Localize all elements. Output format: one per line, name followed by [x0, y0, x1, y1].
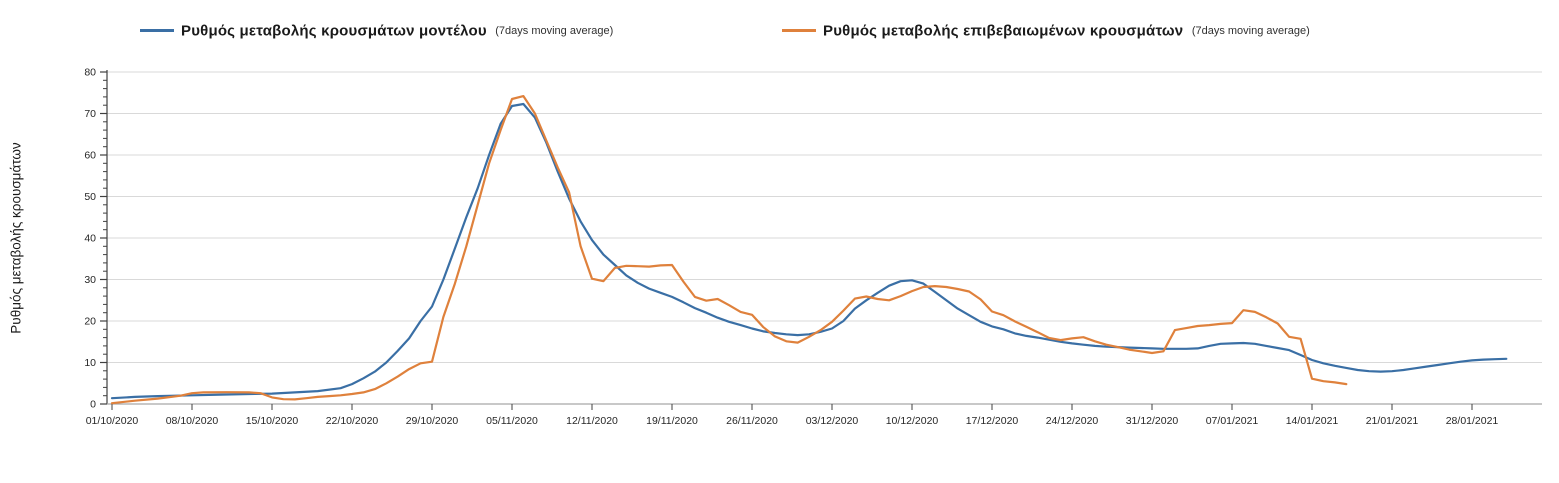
legend-suffix-confirmed: (7days moving average)	[1191, 24, 1310, 37]
y-tick-label: 50	[84, 191, 96, 203]
y-tick-label: 10	[84, 357, 96, 369]
y-tick-label: 30	[84, 274, 96, 286]
x-tick-label: 12/11/2020	[566, 415, 618, 427]
legend-suffix-model: (7days moving average)	[495, 24, 614, 37]
legend-item-confirmed: Ρυθμός μεταβολής επιβεβαιωμένων κρουσμάτ…	[782, 22, 1310, 40]
legend-label-confirmed: Ρυθμός μεταβολής επιβεβαιωμένων κρουσμάτ…	[823, 22, 1184, 40]
x-tick-label: 24/12/2020	[1046, 415, 1099, 427]
x-tick-label: 08/10/2020	[166, 415, 219, 427]
x-tick-label: 19/11/2020	[646, 415, 698, 427]
x-tick-label: 03/12/2020	[806, 415, 859, 427]
y-tick-label: 0	[90, 399, 96, 411]
x-tick-label: 07/01/2021	[1206, 415, 1259, 427]
y-tick-label: 20	[84, 316, 96, 328]
series-line-confirmed	[110, 94, 1348, 405]
x-tick-label: 21/01/2021	[1366, 415, 1419, 427]
legend-line-swatch-model	[140, 29, 174, 33]
x-tick-label: 22/10/2020	[326, 415, 379, 427]
y-tick-label: 40	[84, 233, 96, 245]
y-tick-label: 60	[84, 150, 96, 162]
y-tick-label: 70	[84, 108, 96, 120]
x-tick-label: 05/11/2020	[486, 415, 538, 427]
x-tick-label: 10/12/2020	[886, 415, 939, 427]
legend-label-model: Ρυθμός μεταβολής κρουσμάτων μοντέλου	[181, 22, 487, 40]
series-line-model	[110, 102, 1508, 400]
x-tick-label: 26/11/2020	[726, 415, 778, 427]
x-tick-label: 01/10/2020	[86, 415, 139, 427]
x-tick-label: 14/01/2021	[1286, 415, 1339, 427]
x-tick-label: 31/12/2020	[1126, 415, 1179, 427]
x-tick-label: 15/10/2020	[246, 415, 299, 427]
x-tick-label: 17/12/2020	[966, 415, 1019, 427]
legend-line-swatch-confirmed	[782, 29, 816, 33]
legend-item-model: Ρυθμός μεταβολής κρουσμάτων μοντέλου (7d…	[140, 22, 613, 40]
y-tick-label: 80	[84, 67, 96, 79]
x-tick-label: 28/01/2021	[1446, 415, 1499, 427]
x-tick-label: 29/10/2020	[406, 415, 459, 427]
